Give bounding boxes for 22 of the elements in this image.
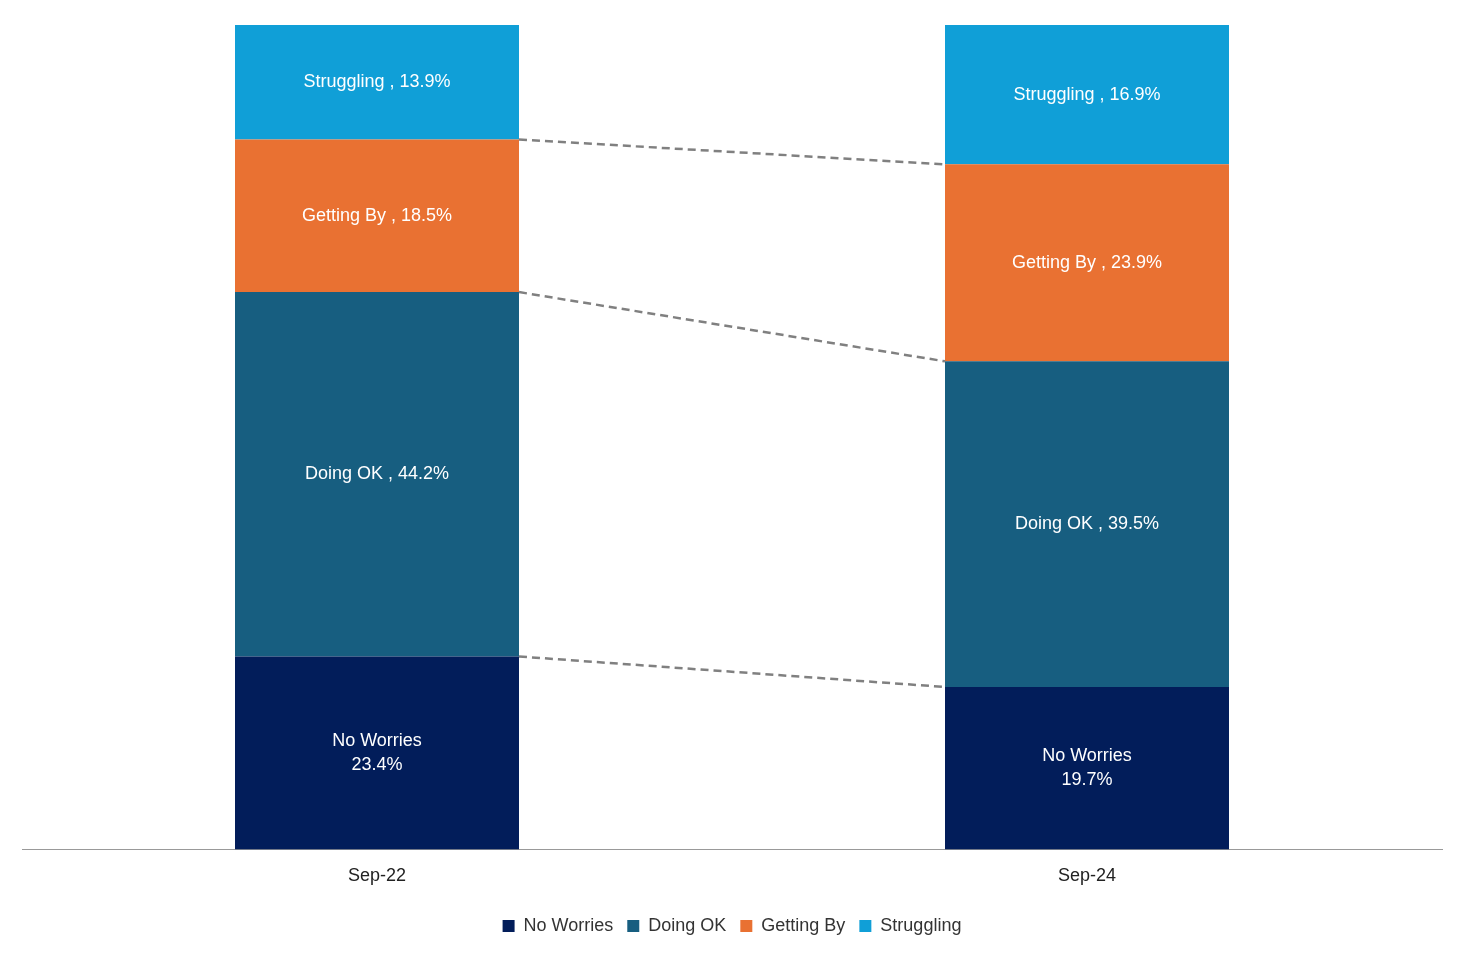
bar bbox=[235, 656, 519, 850]
x-tick-label: Sep-24 bbox=[1057, 865, 1117, 886]
legend-label: Struggling bbox=[880, 914, 962, 935]
bar bbox=[235, 25, 519, 140]
data-label: Getting By , 18.5% bbox=[301, 204, 453, 225]
bar bbox=[945, 164, 1229, 362]
bar bbox=[235, 139, 519, 293]
data-label: No Worries 19.7% bbox=[1042, 745, 1132, 790]
bar bbox=[945, 25, 1229, 165]
data-label: Getting By , 23.9% bbox=[1011, 251, 1163, 272]
data-label: Struggling , 13.9% bbox=[303, 71, 451, 92]
legend-label: Getting By bbox=[761, 914, 846, 935]
x-tick-label: Sep-22 bbox=[347, 865, 407, 886]
bar bbox=[945, 361, 1229, 687]
data-label: Struggling , 16.9% bbox=[1013, 83, 1161, 104]
data-label: Doing OK , 39.5% bbox=[1014, 513, 1160, 534]
legend-label: Doing OK bbox=[648, 914, 727, 935]
bar bbox=[945, 686, 1229, 850]
data-label: No Worries 23.4% bbox=[332, 729, 422, 774]
bar bbox=[235, 292, 519, 657]
legend-label: No Worries bbox=[523, 914, 614, 935]
data-label: Doing OK , 44.2% bbox=[304, 463, 450, 484]
